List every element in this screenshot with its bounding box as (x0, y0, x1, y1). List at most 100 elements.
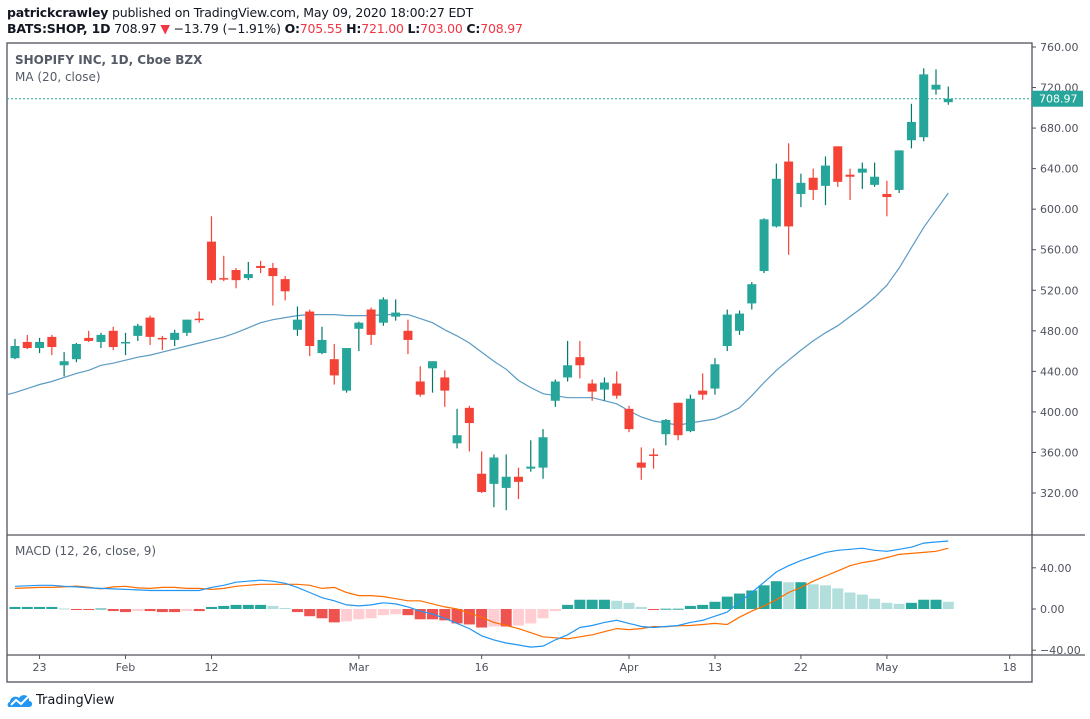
histogram-bar (881, 602, 893, 609)
candle-body (612, 383, 622, 396)
ma-legend[interactable]: MA (20, close) (15, 70, 101, 84)
macd-tick-label: −40.00 (1040, 644, 1081, 657)
candle-body (599, 382, 609, 390)
time-tick-label: 23 (33, 661, 47, 674)
time-tick-label: Mar (348, 661, 369, 674)
histogram-bar (648, 609, 660, 611)
histogram-bar (684, 605, 696, 609)
histogram-bar (230, 604, 242, 609)
macd-legend[interactable]: MACD (12, 26, close, 9) (15, 544, 157, 558)
histogram-bar (623, 602, 635, 609)
histogram-bar (402, 609, 414, 616)
candle-apr-7 (673, 402, 683, 441)
candle-mar-27 (587, 379, 597, 401)
candle-body (747, 284, 757, 304)
candle-jan-29 (84, 330, 94, 342)
candle-may-8 (943, 86, 953, 105)
candle-body (624, 408, 634, 430)
candle-apr-3 (649, 448, 659, 469)
candle-mar-25 (563, 340, 573, 382)
candle-body (870, 176, 880, 185)
candle-body (587, 383, 597, 392)
candle-body (35, 341, 45, 349)
candle-body (477, 473, 487, 492)
candle-body (342, 348, 352, 391)
histogram-bar (95, 608, 107, 610)
candle-body (575, 357, 585, 366)
histogram-bar (218, 605, 230, 609)
candle-body (710, 364, 720, 389)
candle-body (182, 319, 192, 333)
tradingview-cloud-icon (7, 695, 32, 707)
series-legend[interactable]: SHOPIFY INC, 1D, Cboe BZX (15, 53, 203, 67)
candle-body (329, 359, 339, 376)
candle-body (84, 337, 94, 341)
candle-jan-27 (59, 352, 69, 377)
candle-body (808, 177, 818, 190)
histogram-bar (942, 601, 954, 609)
time-tick-label: 12 (204, 661, 218, 674)
candle-feb-14 (231, 267, 241, 289)
price-tick-label: 440.00 (1040, 365, 1079, 378)
candle-mar-13 (464, 405, 474, 452)
candle-body (526, 466, 536, 469)
candle-apr-1 (624, 405, 634, 433)
time-tick-label: 13 (708, 661, 722, 674)
tradingview-logo[interactable]: TradingView (7, 692, 115, 708)
candle-body (722, 314, 732, 347)
histogram-bar (70, 609, 82, 610)
candle-jan-22 (22, 334, 32, 350)
candle-body (219, 278, 229, 280)
candle-body (194, 318, 204, 321)
candle-body (22, 341, 32, 349)
candle-feb-27 (329, 343, 339, 385)
candle-body (464, 407, 474, 424)
histogram-bar (414, 609, 426, 620)
candle-mar-9 (415, 366, 425, 397)
last-price-badge (1032, 90, 1083, 107)
low-label: L: (407, 21, 421, 36)
candle-jan-31 (108, 326, 118, 351)
close-value: 708.97 (480, 21, 523, 36)
candle-body (206, 241, 216, 281)
candle-mar-2 (354, 321, 364, 352)
candle-apr-6 (661, 418, 671, 446)
candle-body (47, 336, 57, 348)
candle-body (538, 437, 548, 468)
candle-body (305, 311, 315, 347)
candle-mar-5 (391, 299, 401, 321)
candle-body (71, 343, 81, 360)
candle-body (784, 161, 794, 227)
price-change: −13.79 (−1.91%) (173, 21, 281, 36)
histogram-bar (377, 609, 389, 616)
chart-frame (6, 42, 1085, 683)
histogram-bar (169, 609, 181, 613)
histogram-bar (819, 585, 831, 609)
candle-feb-10 (182, 319, 192, 336)
candle-body (661, 420, 671, 435)
candle-body (108, 330, 118, 348)
candle-apr-13 (710, 358, 720, 395)
histogram-bar (46, 606, 58, 609)
time-tick-label: 22 (794, 661, 808, 674)
ma-layer (6, 192, 949, 426)
candle-apr-8 (685, 394, 695, 433)
candle-feb-3 (121, 332, 131, 356)
candle-body (513, 476, 523, 482)
candle-mar-18 (501, 454, 511, 511)
histogram-bar (512, 609, 524, 626)
chart-border (6, 42, 1033, 683)
histogram-bar (107, 609, 119, 612)
histogram-bar (893, 603, 905, 609)
histogram-bar (709, 601, 721, 609)
author-name[interactable]: patrickcrawley (7, 5, 109, 20)
candle-body (292, 319, 302, 330)
histogram-bar (635, 606, 647, 609)
candle-body (857, 168, 867, 173)
histogram-bar (549, 609, 561, 612)
candle-body (96, 334, 106, 342)
candle-mar-11 (440, 370, 450, 407)
candle-body (673, 402, 683, 436)
candle-body (133, 325, 143, 336)
